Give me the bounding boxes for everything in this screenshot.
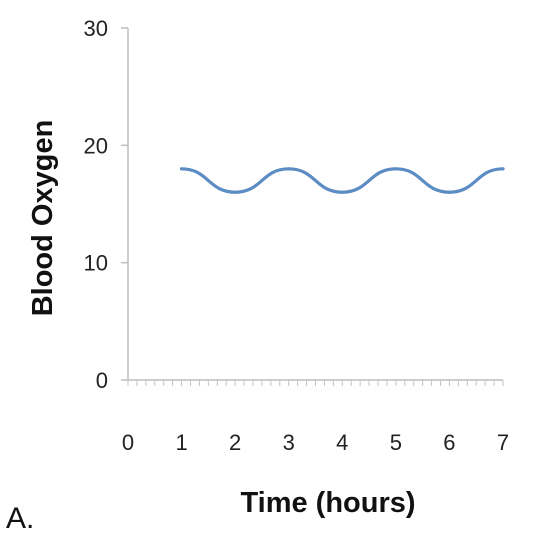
data-point <box>233 190 237 194</box>
y-tick-label: 20 <box>84 133 108 158</box>
x-tick-label: 4 <box>336 430 348 455</box>
series-line <box>179 167 505 194</box>
x-tick-label: 6 <box>443 430 455 455</box>
x-tick-label: 7 <box>497 430 509 455</box>
y-tick-label: 30 <box>84 16 108 41</box>
x-tick-label: 2 <box>229 430 241 455</box>
x-tick-label: 5 <box>390 430 402 455</box>
x-axis: 0 1 2 3 4 5 6 7 <box>122 379 509 455</box>
x-tick-label: 0 <box>122 430 134 455</box>
data-point <box>501 167 505 171</box>
data-point <box>287 167 291 171</box>
data-point <box>394 167 398 171</box>
series-group <box>179 167 505 194</box>
y-tick-label: 10 <box>84 251 108 276</box>
data-point <box>179 167 184 171</box>
x-tick-label: 1 <box>175 430 187 455</box>
y-tick-label: 0 <box>96 368 108 393</box>
data-point <box>340 190 344 194</box>
y-axis-title: Blood Oxygen <box>27 120 59 317</box>
x-axis-title: Time (hours) <box>240 487 415 519</box>
y-axis: 0 10 20 30 <box>84 16 129 393</box>
data-point <box>447 190 452 194</box>
panel-label: A. <box>6 502 34 535</box>
x-tick-label: 3 <box>283 430 295 455</box>
